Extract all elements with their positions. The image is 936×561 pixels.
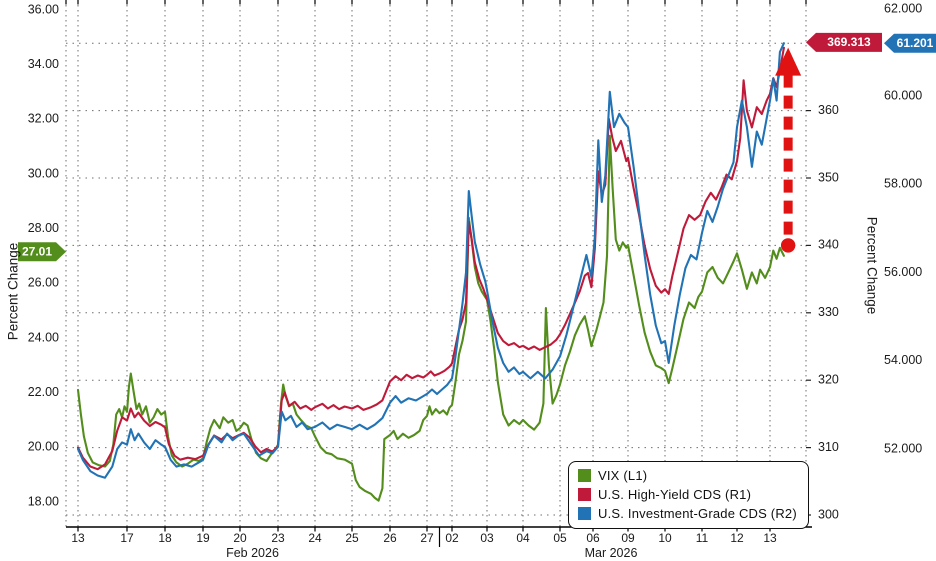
x-tick-label: 19 — [196, 531, 210, 545]
right-inner-tick-label: 330 — [818, 305, 839, 319]
legend-swatch-vix — [578, 469, 591, 482]
x-tick-label: 06 — [586, 531, 600, 545]
x-tick-label: 24 — [308, 531, 322, 545]
value-flag-vix: 27.01 — [18, 242, 66, 262]
legend-item-vix[interactable]: VIX (L1) — [578, 466, 797, 485]
month-label: Mar 2026 — [585, 546, 638, 560]
left-axis-tick-label: 36.00 — [28, 2, 59, 16]
x-tick-label: 20 — [233, 531, 247, 545]
right-inner-tick-label: 300 — [818, 507, 839, 521]
legend-item-investment-grade-cds[interactable]: U.S. Investment-Grade CDS (R2) — [578, 504, 797, 523]
left-axis-title: Percent Change — [5, 242, 21, 341]
left-axis-tick-label: 24.00 — [28, 330, 59, 344]
right-inner-tick-label: 340 — [818, 238, 839, 252]
x-tick-label: 11 — [696, 531, 709, 545]
left-axis-tick-label: 28.00 — [28, 221, 59, 235]
svg-text:61.201: 61.201 — [897, 36, 934, 50]
right-axis-title: Percent Change — [864, 216, 880, 315]
x-tick-label: 12 — [730, 531, 744, 545]
month-label: Feb 2026 — [226, 546, 279, 560]
right-outer-tick-label: 52.000 — [884, 441, 922, 455]
legend-swatch-investment-grade-cds — [578, 507, 591, 520]
x-tick-label: 02 — [445, 531, 459, 545]
svg-text:369.313: 369.313 — [827, 35, 871, 49]
legend-item-high-yield-cds[interactable]: U.S. High-Yield CDS (R1) — [578, 485, 797, 504]
left-axis-tick-label: 20.00 — [28, 440, 59, 454]
x-tick-label: 04 — [516, 531, 530, 545]
legend: VIX (L1) U.S. High-Yield CDS (R1) U.S. I… — [568, 461, 809, 529]
annotation-arrow-dot — [780, 238, 796, 253]
right-outer-tick-label: 54.000 — [884, 353, 922, 367]
right-inner-tick-label: 350 — [818, 170, 839, 184]
value-flag-investment-grade-cds: 61.201 — [884, 33, 936, 53]
right-inner-tick-label: 360 — [818, 103, 839, 117]
left-axis-tick-label: 18.00 — [28, 494, 59, 508]
legend-label-vix: VIX (L1) — [598, 468, 648, 483]
series-line-ig — [76, 42, 785, 479]
right-outer-tick-label: 58.000 — [884, 177, 922, 191]
x-tick-label: 17 — [120, 531, 134, 545]
x-tick-label: 27 — [420, 531, 434, 545]
legend-swatch-high-yield-cds — [578, 488, 591, 501]
x-tick-label: 05 — [553, 531, 567, 545]
x-tick-label: 13 — [71, 531, 85, 545]
x-tick-label: 13 — [763, 531, 777, 545]
legend-label-high-yield-cds: U.S. High-Yield CDS (R1) — [598, 487, 752, 502]
series-line-vix — [76, 134, 785, 502]
right-outer-tick-label: 60.000 — [884, 88, 922, 102]
right-outer-tick-label: 62.000 — [884, 1, 922, 15]
left-axis-tick-label: 32.00 — [28, 112, 59, 126]
x-tick-label: 23 — [271, 531, 285, 545]
x-tick-label: 25 — [345, 531, 359, 545]
x-tick-label: 09 — [621, 531, 635, 545]
x-tick-label: 18 — [158, 531, 172, 545]
svg-text:27.01: 27.01 — [22, 244, 52, 258]
right-inner-tick-label: 310 — [818, 440, 839, 454]
right-inner-tick-label: 320 — [818, 372, 839, 386]
left-axis-tick-label: 26.00 — [28, 276, 59, 290]
left-axis-tick-label: 34.00 — [28, 57, 59, 71]
left-axis-tick-label: 22.00 — [28, 385, 59, 399]
x-tick-label: 03 — [480, 531, 494, 545]
legend-label-investment-grade-cds: U.S. Investment-Grade CDS (R2) — [598, 506, 797, 521]
value-flag-high-yield-cds: 369.313 — [806, 32, 882, 52]
left-axis-tick-label: 30.00 — [28, 166, 59, 180]
x-tick-label: 10 — [658, 531, 672, 545]
x-tick-label: 26 — [383, 531, 397, 545]
annotation-arrow-head — [775, 47, 802, 76]
right-outer-tick-label: 56.000 — [884, 265, 922, 279]
